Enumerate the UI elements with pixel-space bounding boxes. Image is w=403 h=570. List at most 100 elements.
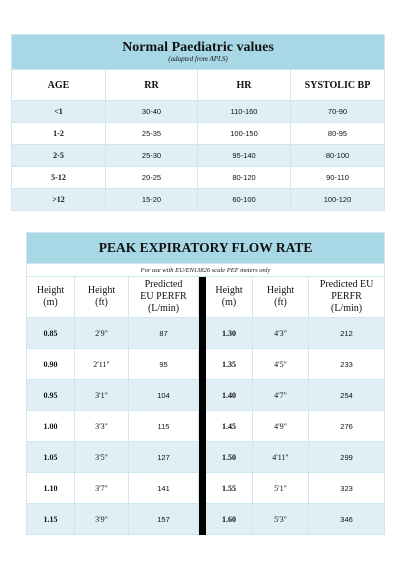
pefr-cell: 254 <box>307 379 386 411</box>
column-divider <box>198 503 206 535</box>
height-ft-cell: 3'1" <box>74 379 129 411</box>
table-row: 5-12 20-25 80-120 90-110 <box>11 166 386 189</box>
pefr-cell: 233 <box>307 348 386 380</box>
height-m-cell: 1.55 <box>205 472 253 504</box>
table-row: 1-2 25-35 100-150 80-95 <box>11 122 386 145</box>
pefr-cell: 212 <box>307 317 386 349</box>
hr-cell: 100-150 <box>197 122 291 145</box>
hr-cell: 60-100 <box>197 188 291 211</box>
header-line: Height <box>87 285 116 296</box>
height-m-cell: 1.30 <box>205 317 253 349</box>
height-ft-cell: 5'1" <box>252 472 309 504</box>
rr-cell: 25-30 <box>105 144 198 167</box>
table-row: 1.10 3'7" 141 1.55 5'1" 323 <box>26 472 386 504</box>
height-m-cell: 1.45 <box>205 410 253 442</box>
header-line: Predicted EU <box>319 279 374 290</box>
table-row: 1.05 3'5" 127 1.50 4'11" 299 <box>26 441 386 473</box>
height-m-cell: 1.00 <box>26 410 75 442</box>
paediatric-values-table: Normal Paediatric values (adapted from A… <box>10 34 386 211</box>
age-cell: >12 <box>11 188 106 211</box>
column-header-systolic-bp: SYSTOLIC BP <box>289 69 386 101</box>
column-header-predicted-pefr: Predicted EU PERFR (L/min) <box>128 276 199 318</box>
column-divider <box>198 472 206 504</box>
column-header-age: AGE <box>11 69 106 101</box>
column-header-hr: HR <box>197 69 291 101</box>
height-ft-cell: 4'3" <box>252 317 309 349</box>
pefr-cell: 299 <box>307 441 386 473</box>
systolic-bp-cell: 100-120 <box>289 188 386 211</box>
rr-cell: 15-20 <box>105 188 198 211</box>
height-m-cell: 0.90 <box>26 348 75 380</box>
height-m-cell: 1.35 <box>205 348 253 380</box>
header-line: Predicted <box>144 279 183 290</box>
paediatric-table-subtitle: (adapted from APLS) <box>168 55 228 63</box>
height-m-cell: 0.95 <box>26 379 75 411</box>
column-header-height-m: Height (m) <box>26 276 75 318</box>
header-line: Height <box>215 285 243 296</box>
table-row: 1.00 3'3" 115 1.45 4'9" 276 <box>26 410 386 442</box>
column-header-height-ft: Height (ft) <box>252 276 309 318</box>
header-line: Height <box>266 285 295 296</box>
height-m-cell: 1.40 <box>205 379 253 411</box>
table-row: 2-5 25-30 95-140 80-100 <box>11 144 386 167</box>
column-header-predicted-pefr: Predicted EU PERFR (L/min) <box>307 276 386 318</box>
height-ft-cell: 3'9" <box>74 503 129 535</box>
column-divider <box>198 379 206 411</box>
pefr-cell: 323 <box>307 472 386 504</box>
header-line: (ft) <box>95 297 108 308</box>
height-ft-cell: 2'9" <box>74 317 129 349</box>
rr-cell: 25-35 <box>105 122 198 145</box>
rr-cell: 30-40 <box>105 100 198 123</box>
height-ft-cell: 4'11" <box>252 441 309 473</box>
height-ft-cell: 4'9" <box>252 410 309 442</box>
header-line: (L/min) <box>330 303 363 314</box>
header-line: Height <box>36 285 65 296</box>
column-header-height-m: Height (m) <box>205 276 253 318</box>
column-header-row: AGE RR HR SYSTOLIC BP <box>11 69 386 101</box>
table-row: 0.90 2'11" 95 1.35 4'5" 233 <box>26 348 386 380</box>
pefr-cell: 276 <box>307 410 386 442</box>
pefr-cell: 104 <box>128 379 199 411</box>
pefr-table-subtitle: For use with EU/EN13826 scale PEF meters… <box>25 263 386 277</box>
column-divider <box>198 317 206 349</box>
pefr-cell: 346 <box>307 503 386 535</box>
pefr-table-title: PEAK EXPIRATORY FLOW RATE <box>25 232 386 264</box>
age-cell: <1 <box>11 100 106 123</box>
pefr-cell: 157 <box>128 503 199 535</box>
header-line: (L/min) <box>147 303 180 314</box>
column-divider <box>198 348 206 380</box>
header-line: (m) <box>43 297 58 308</box>
height-m-cell: 0.85 <box>26 317 75 349</box>
paediatric-table-header: Normal Paediatric values (adapted from A… <box>10 34 386 70</box>
pefr-cell: 115 <box>128 410 199 442</box>
table-row: 0.95 3'1" 104 1.40 4'7" 254 <box>26 379 386 411</box>
pefr-cell: 141 <box>128 472 199 504</box>
table-row: <1 30-40 110-160 70-90 <box>11 100 386 123</box>
height-m-cell: 1.60 <box>205 503 253 535</box>
height-ft-cell: 2'11" <box>74 348 129 380</box>
column-header-row: Height (m) Height (ft) Predicted EU PERF… <box>26 276 386 318</box>
height-m-cell: 1.10 <box>26 472 75 504</box>
header-line: PERFR <box>331 291 362 302</box>
systolic-bp-cell: 80-95 <box>289 122 386 145</box>
pefr-cell: 127 <box>128 441 199 473</box>
column-header-rr: RR <box>105 69 198 101</box>
systolic-bp-cell: 90-110 <box>289 166 386 189</box>
age-cell: 5-12 <box>11 166 106 189</box>
age-cell: 2-5 <box>11 144 106 167</box>
column-divider <box>198 410 206 442</box>
height-ft-cell: 3'5" <box>74 441 129 473</box>
height-ft-cell: 3'3" <box>74 410 129 442</box>
column-divider <box>198 276 206 318</box>
column-header-height-ft: Height (ft) <box>74 276 129 318</box>
height-ft-cell: 4'7" <box>252 379 309 411</box>
height-ft-cell: 5'3" <box>252 503 309 535</box>
header-line: (ft) <box>274 297 287 308</box>
hr-cell: 95-140 <box>197 144 291 167</box>
hr-cell: 80-120 <box>197 166 291 189</box>
systolic-bp-cell: 80-100 <box>289 144 386 167</box>
paediatric-table-title: Normal Paediatric values <box>122 40 274 55</box>
peak-expiratory-flow-table: PEAK EXPIRATORY FLOW RATE For use with E… <box>25 232 386 535</box>
column-divider <box>198 441 206 473</box>
pefr-cell: 95 <box>128 348 199 380</box>
